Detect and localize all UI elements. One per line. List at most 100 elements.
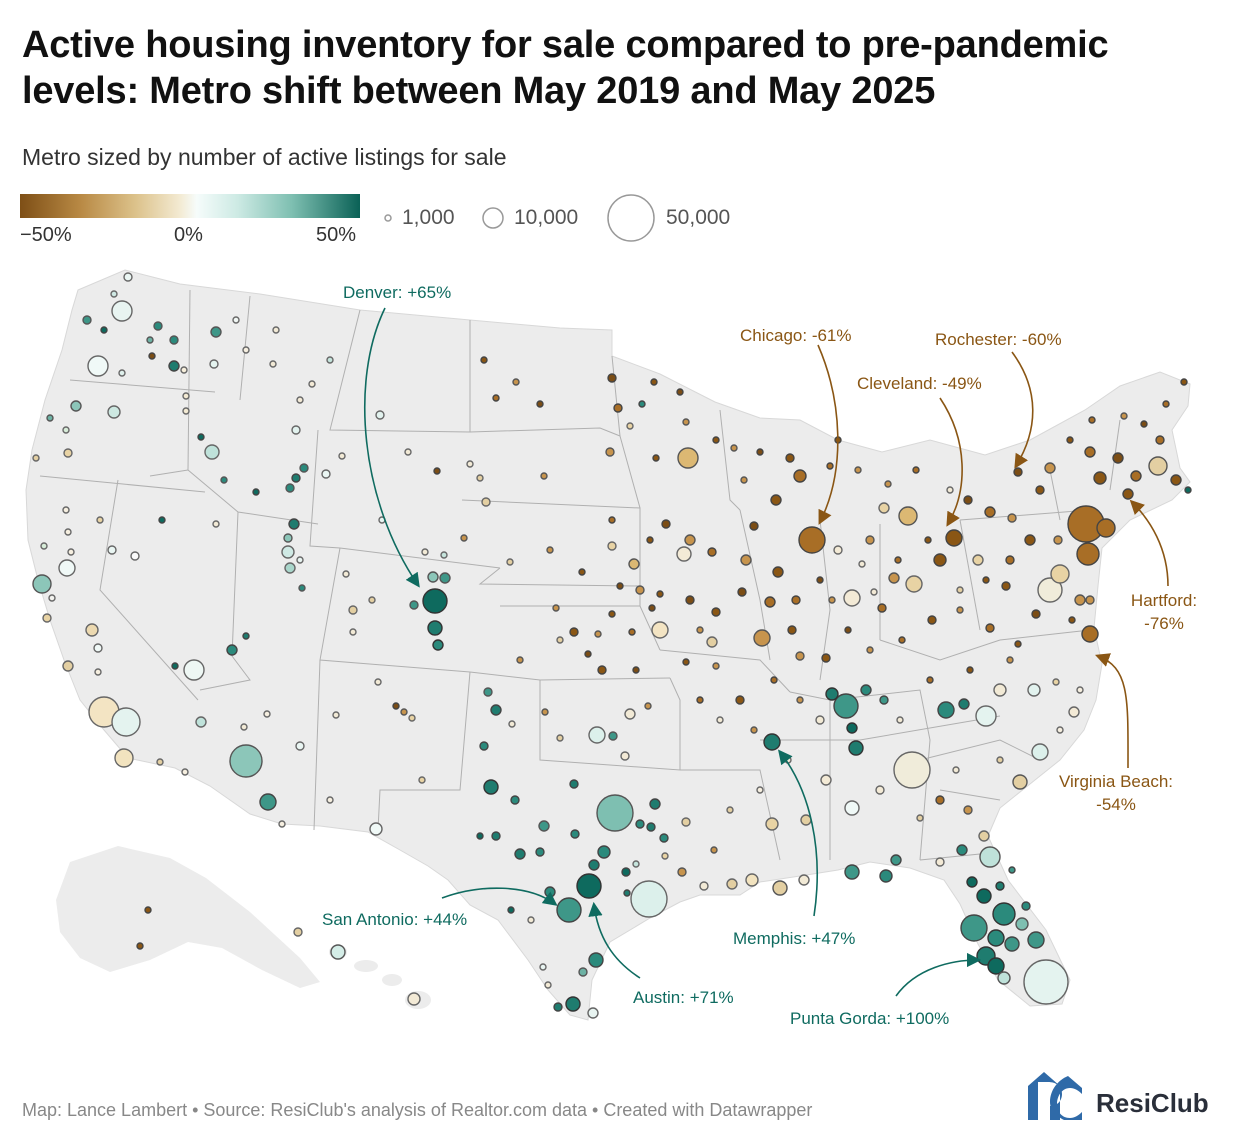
metro-bubble <box>308 380 316 388</box>
metro-bubble <box>1120 412 1128 420</box>
metro-bubble <box>987 929 1005 947</box>
metro-bubble <box>993 683 1007 697</box>
hartford-label: Hartford: <box>1131 591 1197 610</box>
metro-bubble <box>1027 683 1041 697</box>
metro-bubble <box>596 794 634 832</box>
metro-bubble <box>661 519 671 529</box>
metro-bubble <box>1007 513 1017 523</box>
metro-bubble <box>730 444 738 452</box>
metro-bubble <box>400 708 408 716</box>
metro-bubble <box>982 576 990 584</box>
metro-bubble <box>476 832 484 840</box>
metro-bubbles-ak-hi <box>136 906 421 1006</box>
metro-bubble <box>756 786 764 794</box>
metro-bubble <box>58 559 76 577</box>
metro-bubbles-colorado <box>342 410 484 651</box>
metro-bubble <box>427 620 443 636</box>
metro-bubble <box>321 469 331 479</box>
metro-bubble <box>821 653 831 663</box>
metro-bubble <box>70 400 82 412</box>
memphis-label: Memphis: +47% <box>733 929 855 948</box>
metro-bubble <box>833 693 859 719</box>
size-legend-circles <box>384 194 655 242</box>
metro-bubble <box>565 996 581 1012</box>
virginia-beach-arrow <box>1095 653 1129 769</box>
austin-arrow <box>588 901 641 979</box>
metro-bubble <box>608 610 616 618</box>
metro-bubble <box>332 711 340 719</box>
metro-bubble <box>796 696 804 704</box>
metro-bubble <box>712 436 720 444</box>
metro-bubble <box>144 906 152 914</box>
metro-bubble <box>933 553 947 567</box>
metro-bubble <box>342 570 350 578</box>
metro-bubble <box>209 359 219 369</box>
metro-bubble <box>578 568 586 576</box>
metro-bubble <box>146 336 154 344</box>
metro-bubble <box>632 666 640 674</box>
metro-bubble <box>374 678 382 686</box>
metro-bubble <box>987 957 1005 975</box>
metro-bubbles-texas <box>476 665 709 1019</box>
rochester-arrow <box>1011 351 1034 469</box>
chart-subtitle: Metro sized by number of active listings… <box>22 144 507 170</box>
metro-bubble <box>242 632 250 640</box>
metro-bubble <box>745 873 759 887</box>
metro-bubble <box>854 466 862 474</box>
metro-bubble <box>753 629 771 647</box>
metro-bubble <box>749 521 759 531</box>
metro-bubble <box>1005 555 1015 565</box>
annotation-arrows <box>363 307 1169 997</box>
metro-bubble <box>927 615 937 625</box>
metro-bubble <box>875 785 885 795</box>
metro-bubble <box>538 820 550 832</box>
metro-bubble <box>1076 686 1084 694</box>
metro-bubble <box>946 486 954 494</box>
metro-bubble <box>82 315 92 325</box>
virginia-beach-value: -54% <box>1096 795 1136 814</box>
metro-bubble <box>118 369 126 377</box>
metro-bubble <box>770 494 782 506</box>
metro-bubble <box>605 447 615 457</box>
metro-bubble <box>1184 486 1192 494</box>
metro-bubble <box>418 776 426 784</box>
metro-bubbles-california <box>32 506 220 776</box>
metro-bubble <box>937 701 955 719</box>
metro-bubble <box>107 545 117 555</box>
metro-bubble <box>726 878 738 890</box>
metro-bubble <box>684 534 696 546</box>
metro-bubble <box>212 520 220 528</box>
metro-bubble <box>392 702 400 710</box>
metro-bubble <box>512 378 520 386</box>
metro-bubble <box>516 656 524 664</box>
metro-bubble <box>569 779 579 789</box>
metro-bubble <box>180 366 188 374</box>
metro-bubble <box>800 814 812 826</box>
metro-bubble <box>613 403 623 413</box>
metro-bubble <box>846 722 858 734</box>
metro-bubble <box>1056 726 1064 734</box>
metro-bubble <box>706 636 718 648</box>
metro-bubble <box>976 888 992 904</box>
metro-bubble <box>621 867 631 877</box>
metro-bubble <box>169 335 179 345</box>
metro-bubble <box>865 535 875 545</box>
metro-bubble <box>183 659 205 681</box>
metro-bubble <box>588 726 606 744</box>
metro-bubble <box>772 566 784 578</box>
metro-bubble <box>220 476 228 484</box>
metro-bubble <box>737 587 747 597</box>
metro-bubble <box>556 636 564 644</box>
metro-bubble <box>1162 400 1170 408</box>
metro-bubble <box>1076 542 1100 566</box>
metro-bubble <box>966 876 978 888</box>
metro-bubble <box>646 536 654 544</box>
metro-bubble <box>652 454 660 462</box>
metro-bubble <box>422 588 448 614</box>
metro-bubble <box>890 854 902 866</box>
metro-bubble <box>62 660 74 672</box>
metro-bubble <box>676 546 692 562</box>
metro-bubble <box>956 586 964 594</box>
metro-bubble <box>858 560 866 568</box>
metro-bubble <box>439 572 451 584</box>
